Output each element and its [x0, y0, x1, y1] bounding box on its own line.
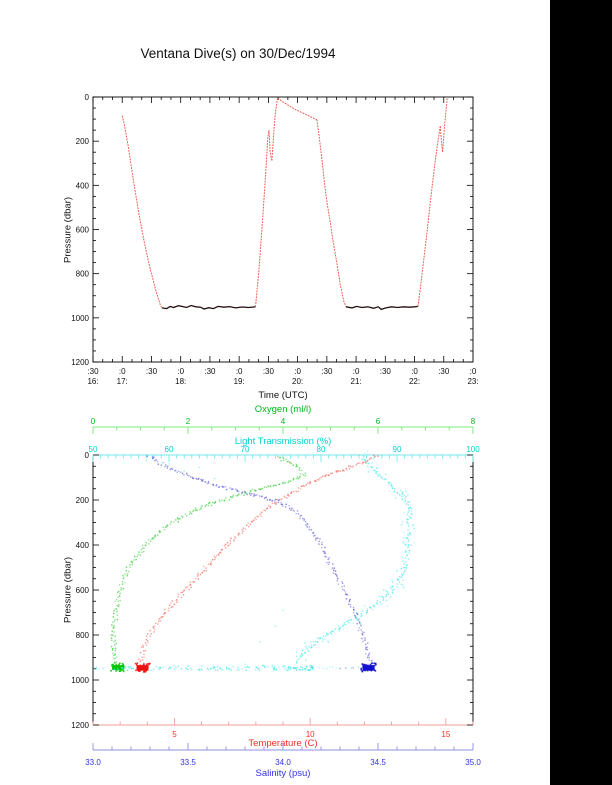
svg-text:400: 400 — [76, 181, 90, 190]
temperature-bottom-cluster — [134, 662, 151, 673]
svg-text:80: 80 — [317, 445, 326, 454]
svg-text:23:: 23: — [467, 377, 478, 386]
svg-text:10: 10 — [306, 730, 315, 739]
light-transmission-profile — [145, 450, 415, 670]
oxygen-bottom-cluster — [110, 662, 125, 673]
svg-text::30: :30 — [380, 367, 392, 376]
svg-text:15: 15 — [441, 730, 450, 739]
svg-text:8: 8 — [471, 417, 476, 426]
salinity-bottom-cluster — [360, 662, 377, 673]
svg-text:19:: 19: — [234, 377, 245, 386]
svg-text:17:: 17: — [117, 377, 128, 386]
svg-text::30: :30 — [438, 367, 450, 376]
svg-text::0: :0 — [353, 367, 360, 376]
svg-text:100: 100 — [466, 445, 480, 454]
svg-text::30: :30 — [263, 367, 275, 376]
right-black-bar — [550, 0, 612, 785]
oxygen-axis-label: Oxygen (ml/l) — [254, 404, 312, 415]
time-tick-labels: :3016::017::30:018::30:019::30:020::30:0… — [87, 367, 478, 386]
svg-text:1200: 1200 — [71, 721, 89, 730]
svg-text:600: 600 — [76, 586, 90, 595]
svg-text:400: 400 — [76, 541, 90, 550]
dive2-ascent — [417, 96, 448, 307]
svg-text:35.0: 35.0 — [465, 758, 481, 767]
dive1-descent — [121, 115, 163, 309]
svg-text::30: :30 — [146, 367, 158, 376]
salinity-axis: 33.0 33.5 34.0 34.5 35.0 — [85, 743, 481, 767]
temperature-axis: 5 10 15 — [92, 718, 474, 739]
svg-text::30: :30 — [321, 367, 333, 376]
svg-text:0: 0 — [91, 417, 96, 426]
svg-text:2: 2 — [186, 417, 191, 426]
svg-text::0: :0 — [119, 367, 126, 376]
top-plot: :3016::017::30:018::30:019::30:020::30:0… — [71, 93, 478, 386]
bottom-nepheloid-band — [92, 664, 360, 672]
svg-text:50: 50 — [89, 445, 98, 454]
pressure-tick-labels-bottom: 0 200 400 600 800 1000 1200 — [71, 451, 89, 730]
svg-text:33.5: 33.5 — [180, 758, 196, 767]
dive2-descent — [316, 119, 347, 307]
svg-text:200: 200 — [76, 496, 90, 505]
dive-profile-line — [121, 96, 448, 311]
svg-text:70: 70 — [241, 445, 250, 454]
time-axis-label: Time (UTC) — [258, 390, 308, 401]
pressure-tick-labels-top: 0 200 400 600 800 1000 1200 — [71, 93, 89, 367]
top-plot-frame — [92, 96, 474, 363]
oxygen-axis: 0 2 4 6 8 — [91, 417, 476, 434]
svg-text:34.5: 34.5 — [370, 758, 386, 767]
light-axis: 50 60 70 80 90 100 — [89, 445, 480, 462]
surface-transit — [277, 97, 318, 121]
svg-text::0: :0 — [411, 367, 418, 376]
svg-text::0: :0 — [470, 367, 477, 376]
dive2-bottom — [345, 305, 419, 311]
svg-text:90: 90 — [393, 445, 402, 454]
svg-text:22:: 22: — [409, 377, 420, 386]
svg-text::30: :30 — [87, 367, 99, 376]
svg-text:20:: 20: — [292, 377, 303, 386]
svg-text:1000: 1000 — [71, 676, 89, 685]
svg-text:0: 0 — [85, 451, 90, 460]
svg-text::0: :0 — [294, 367, 301, 376]
svg-text:6: 6 — [376, 417, 381, 426]
svg-text:21:: 21: — [351, 377, 362, 386]
svg-text:34.0: 34.0 — [275, 758, 291, 767]
svg-text:16:: 16: — [87, 377, 98, 386]
svg-text:800: 800 — [76, 270, 90, 279]
svg-text::30: :30 — [204, 367, 216, 376]
svg-text::0: :0 — [236, 367, 243, 376]
plot-title: Ventana Dive(s) on 30/Dec/1994 — [140, 46, 336, 61]
svg-text:1200: 1200 — [71, 358, 89, 367]
svg-text:33.0: 33.0 — [85, 758, 101, 767]
svg-text:0: 0 — [85, 93, 90, 102]
svg-text:600: 600 — [76, 226, 90, 235]
svg-text:60: 60 — [165, 445, 174, 454]
svg-text:5: 5 — [172, 730, 177, 739]
light-transmission-axis-label: Light Transmission (%) — [234, 436, 332, 447]
svg-text:4: 4 — [281, 417, 286, 426]
salinity-profile — [146, 455, 374, 670]
svg-text:800: 800 — [76, 631, 90, 640]
temperature-profile — [138, 454, 379, 666]
svg-text:200: 200 — [76, 137, 90, 146]
svg-text:18:: 18: — [175, 377, 186, 386]
salinity-axis-label: Salinity (psu) — [255, 768, 311, 779]
oxygen-profile — [110, 456, 307, 666]
svg-text:1000: 1000 — [71, 314, 89, 323]
dive1-ascent — [255, 96, 279, 307]
svg-text::0: :0 — [177, 367, 184, 376]
dive1-bottom — [161, 304, 256, 310]
